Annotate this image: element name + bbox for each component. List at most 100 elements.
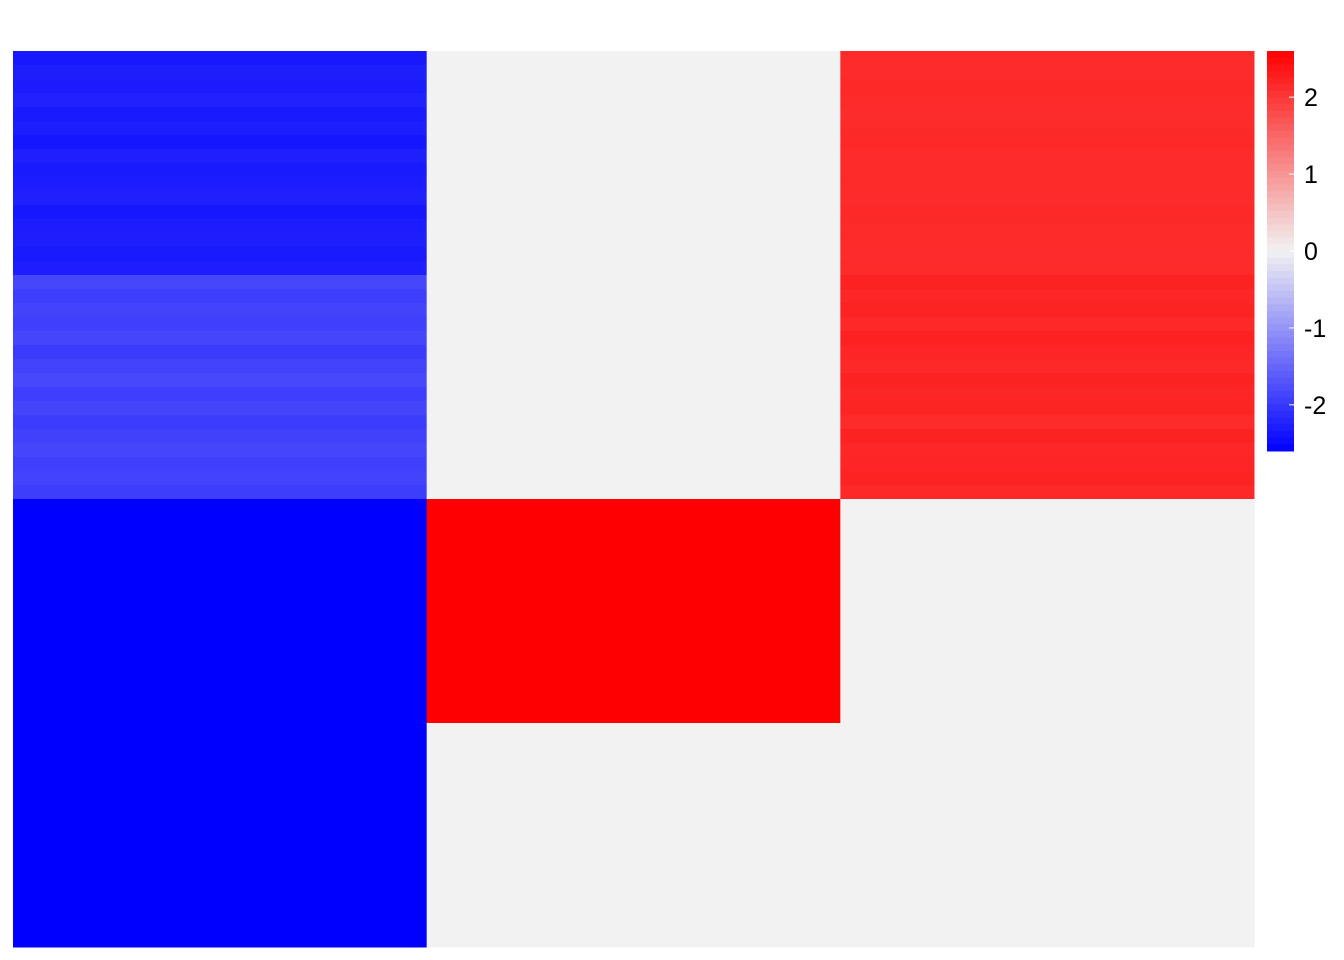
heatmap-cell-r1-c0-s7: [13, 373, 428, 388]
heatmap-cell-r1-c2-s1: [840, 289, 1255, 304]
legend-swatch-38: [1267, 304, 1294, 312]
heatmap-cell-r1-c1: [426, 275, 841, 500]
heatmap-cell-r3-c1: [426, 723, 841, 948]
heatmap-cell-r0-c0-s4: [13, 107, 428, 122]
legend-swatch-35: [1267, 284, 1294, 292]
legend-swatch-11: [1267, 124, 1294, 132]
heatmap-cell-r1-c0-s9: [13, 401, 428, 416]
legend-swatch-1: [1267, 57, 1294, 65]
legend-swatch-58: [1267, 437, 1294, 445]
heatmap-cell-r0-c0-s5: [13, 121, 428, 136]
heatmap-cell-r1-c2-s4: [840, 331, 1255, 346]
heatmap-cell-r1-c2-s12: [840, 443, 1255, 458]
legend-swatch-26: [1267, 224, 1294, 232]
heatmap-cell-r1-c0-s8: [13, 387, 428, 402]
legend-swatch-42: [1267, 331, 1294, 339]
legend-swatch-17: [1267, 164, 1294, 172]
color-legend-bar: [1267, 51, 1294, 452]
legend-swatch-44: [1267, 344, 1294, 352]
heatmap-body: [13, 51, 1255, 948]
legend-swatch-33: [1267, 271, 1294, 279]
legend-swatch-27: [1267, 231, 1294, 239]
heatmap-cell-r0-c2-s5: [840, 121, 1255, 136]
legend-tick-label: -1: [1304, 315, 1326, 343]
heatmap-cell-r0-c0-s6: [13, 135, 428, 150]
legend-swatch-50: [1267, 384, 1294, 392]
legend-swatch-18: [1267, 171, 1294, 179]
heatmap-cell-r1-c0-s12: [13, 443, 428, 458]
heatmap-cell-r1-c2-s9: [840, 401, 1255, 416]
legend-swatch-19: [1267, 177, 1294, 185]
legend-swatch-13: [1267, 137, 1294, 145]
heatmap-cell-r1-c0-s13: [13, 457, 428, 472]
legend-swatch-7: [1267, 97, 1294, 105]
heatmap-cell-r0-c2-s7: [840, 149, 1255, 164]
heatmap-cell-r0-c2-s0: [840, 51, 1255, 66]
legend-swatch-55: [1267, 417, 1294, 425]
legend-swatch-51: [1267, 391, 1294, 399]
heatmap-cell-r1-c0-s0: [13, 275, 428, 290]
legend-tick-label: 1: [1304, 161, 1318, 189]
heatmap-cell-r0-c2-s9: [840, 177, 1255, 192]
heatmap-cell-r1-c2-s7: [840, 373, 1255, 388]
legend-swatch-25: [1267, 217, 1294, 225]
legend-swatch-48: [1267, 371, 1294, 379]
legend-swatch-45: [1267, 351, 1294, 359]
heatmap-cell-r0-c2-s4: [840, 107, 1255, 122]
heatmap-cell-r0-c0-s15: [13, 261, 428, 276]
legend-swatch-22: [1267, 197, 1294, 205]
legend-swatch-3: [1267, 71, 1294, 79]
legend-swatch-46: [1267, 357, 1294, 365]
heatmap-cell-r1-c2-s8: [840, 387, 1255, 402]
heatmap-cell-r0-c1: [426, 51, 841, 276]
heatmap-cell-r1-c2-s0: [840, 275, 1255, 290]
heatmap-cell-r2-c2: [840, 499, 1255, 724]
heatmap-cell-r1-c2-s14: [840, 471, 1255, 486]
legend-swatch-2: [1267, 64, 1294, 72]
legend-swatch-57: [1267, 431, 1294, 439]
heatmap-cell-r1-c2-s5: [840, 345, 1255, 360]
heatmap-cell-r0-c2-s14: [840, 247, 1255, 262]
legend-swatch-12: [1267, 131, 1294, 139]
heatmap-cell-r0-c0-s8: [13, 163, 428, 178]
legend-swatch-52: [1267, 397, 1294, 405]
heatmap-cell-r1-c0-s3: [13, 317, 428, 332]
heatmap-cell-r1-c2-s11: [840, 429, 1255, 444]
heatmap-cell-r1-c0-s14: [13, 471, 428, 486]
legend-tick-label: 0: [1304, 238, 1318, 266]
heatmap-cell-r1-c0-s15: [13, 485, 428, 500]
legend-swatch-43: [1267, 337, 1294, 345]
color-legend-ticks: 2 1 0 -1 -2: [1289, 84, 1326, 420]
legend-swatch-31: [1267, 257, 1294, 265]
heatmap-cell-r3-c2: [840, 723, 1255, 948]
legend-swatch-49: [1267, 377, 1294, 385]
legend-swatch-10: [1267, 117, 1294, 125]
color-legend: 2 1 0 -1 -2: [1267, 51, 1326, 452]
legend-swatch-8: [1267, 104, 1294, 112]
legend-swatch-28: [1267, 237, 1294, 245]
heatmap-cell-r0-c0-s14: [13, 247, 428, 262]
legend-swatch-41: [1267, 324, 1294, 332]
heatmap-cell-r0-c0-s9: [13, 177, 428, 192]
heatmap-cell-r0-c0-s13: [13, 233, 428, 248]
legend-tick-label: -2: [1304, 392, 1326, 420]
heatmap-cell-r1-c0-s1: [13, 289, 428, 304]
heatmap-cell-r1-c2-s10: [840, 415, 1255, 430]
heatmap-cell-r0-c0-s12: [13, 219, 428, 234]
legend-swatch-37: [1267, 297, 1294, 305]
legend-swatch-34: [1267, 277, 1294, 285]
legend-tick-label: 2: [1304, 84, 1318, 112]
legend-swatch-59: [1267, 444, 1294, 452]
legend-swatch-4: [1267, 77, 1294, 85]
legend-swatch-5: [1267, 84, 1294, 92]
legend-swatch-56: [1267, 424, 1294, 432]
heatmap-cell-r1-c0-s11: [13, 429, 428, 444]
heatmap-cell-r0-c0-s11: [13, 205, 428, 220]
heatmap-cell-r1-c0-s5: [13, 345, 428, 360]
heatmap-cell-r0-c2-s11: [840, 205, 1255, 220]
legend-swatch-24: [1267, 211, 1294, 219]
legend-swatch-6: [1267, 91, 1294, 99]
legend-swatch-16: [1267, 157, 1294, 165]
legend-swatch-47: [1267, 364, 1294, 372]
heatmap-cell-r0-c2-s3: [840, 93, 1255, 108]
